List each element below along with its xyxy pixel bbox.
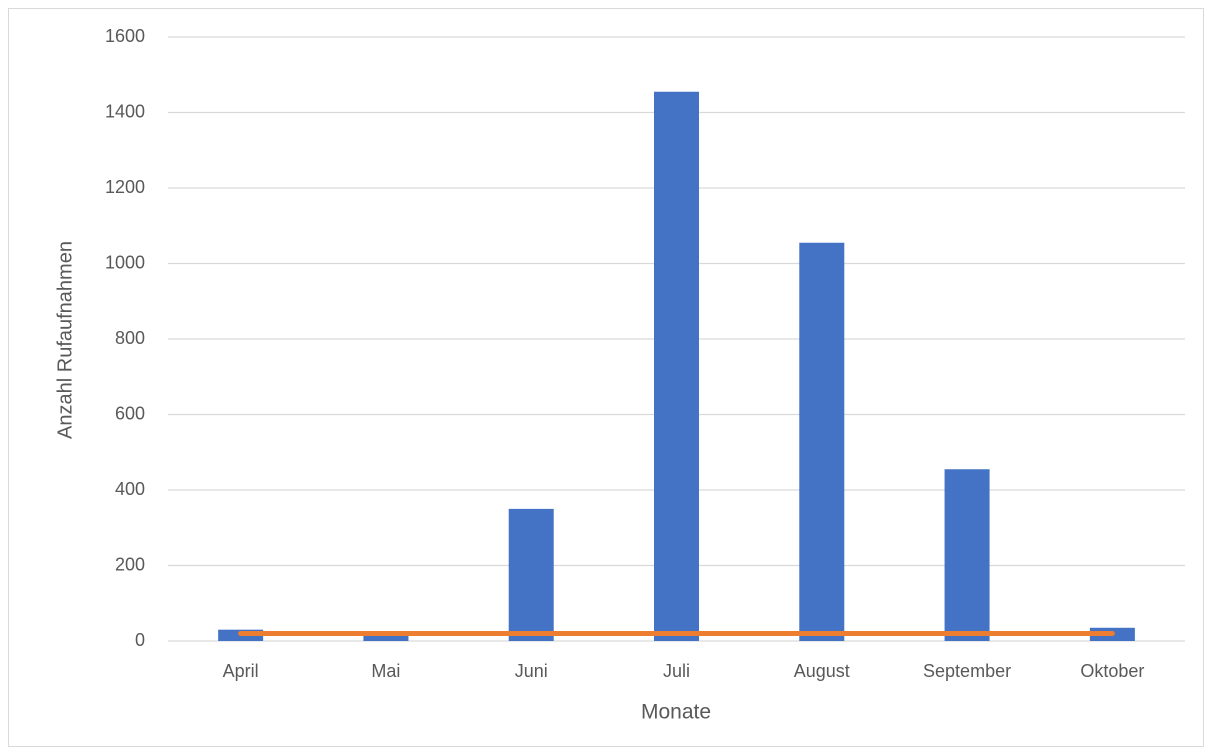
- y-tick-label: 1400: [105, 101, 145, 121]
- y-tick-label: 1200: [105, 177, 145, 197]
- y-tick-label: 1000: [105, 252, 145, 272]
- bar: [508, 508, 554, 641]
- y-tick-label: 200: [115, 554, 145, 574]
- x-tick-label: Mai: [371, 661, 400, 681]
- y-tick-label: 400: [115, 479, 145, 499]
- y-tick-label: 1600: [105, 26, 145, 46]
- bar: [799, 242, 845, 642]
- x-tick-label: Juli: [663, 661, 690, 681]
- bar: [654, 91, 699, 642]
- x-tick-label: Oktober: [1080, 661, 1144, 681]
- y-tick-label: 600: [115, 403, 145, 423]
- y-tick-label: 0: [135, 630, 145, 650]
- bar: [363, 635, 409, 641]
- bar: [944, 469, 990, 641]
- y-tick-label: 800: [115, 328, 145, 348]
- chart-frame: [8, 8, 1204, 747]
- x-axis-label: Monate: [641, 701, 711, 724]
- x-tick-label: April: [223, 661, 259, 681]
- x-tick-label: August: [794, 661, 850, 681]
- x-tick-label: Juni: [515, 661, 548, 681]
- x-tick-label: September: [923, 661, 1011, 681]
- y-axis-label: Anzahl Rufaufnahmen: [54, 241, 76, 439]
